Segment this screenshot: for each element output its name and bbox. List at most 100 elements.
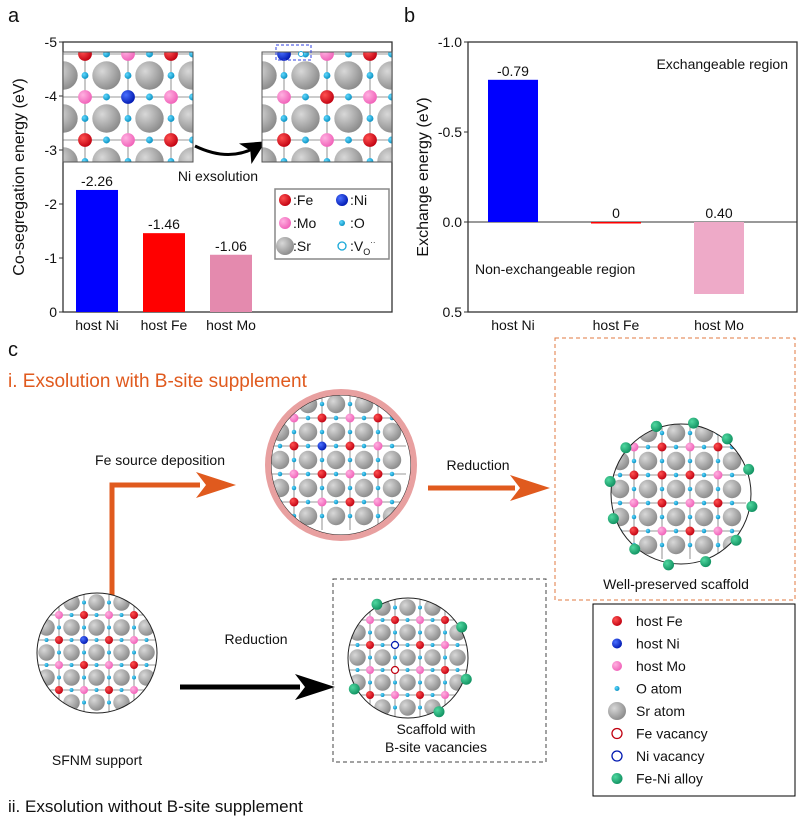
sr-atom xyxy=(349,574,366,591)
sr-atom xyxy=(38,669,55,686)
legend-mo-icon xyxy=(279,217,291,229)
undefined-ytick-label: -0.5 xyxy=(438,124,462,140)
sr-atom xyxy=(243,479,261,497)
o-atom xyxy=(319,429,325,435)
o-atom xyxy=(124,72,132,79)
o-atom xyxy=(673,500,679,506)
o-atom xyxy=(146,52,153,58)
sr-atom xyxy=(354,450,374,470)
o-atom xyxy=(232,137,239,144)
undefined-ytick-label: 0 xyxy=(49,304,57,320)
o-atom xyxy=(232,51,239,58)
legend-label: :Ni xyxy=(350,192,367,208)
vacancy-caption-line2: B-site vacancies xyxy=(385,739,487,755)
sr-atom xyxy=(449,599,466,616)
undefined-xtick-label: host Fe xyxy=(141,317,188,333)
o-atom xyxy=(715,514,721,520)
sr-atom xyxy=(722,479,742,499)
sr-atom xyxy=(138,694,155,711)
ni-exsolution-arrow xyxy=(194,141,266,165)
o-atom xyxy=(405,618,410,622)
o-atom xyxy=(319,401,325,407)
o-atom xyxy=(388,52,392,58)
sr-atom xyxy=(326,450,346,470)
sr-atom xyxy=(374,649,391,666)
legend-o-icon xyxy=(339,220,345,226)
sr-atom xyxy=(92,104,121,133)
sr-atom xyxy=(13,694,30,711)
o-atom xyxy=(631,458,637,464)
o-atom xyxy=(69,613,74,617)
chart-a-ylabel: Co-segregation energy (eV) xyxy=(11,78,28,275)
fe-atom xyxy=(363,133,377,147)
alloy-particle-icon xyxy=(611,773,623,784)
fe-atom xyxy=(629,526,639,536)
fe-atom xyxy=(130,661,138,669)
fe-ni-alloy-particle xyxy=(746,501,758,513)
fe-atom-icon xyxy=(612,616,622,626)
o-atom xyxy=(687,514,693,520)
o-atom xyxy=(410,72,417,79)
undefined-xtick-label: host Ni xyxy=(75,317,119,333)
mo-atom xyxy=(713,470,723,480)
o-atom xyxy=(604,515,608,519)
mo-atom xyxy=(105,661,113,669)
sr-atom xyxy=(382,450,402,470)
sr-atom xyxy=(38,594,55,611)
sr-atom xyxy=(298,478,318,498)
o-atom xyxy=(631,430,637,436)
o-atom xyxy=(333,415,339,421)
legend-label: :O xyxy=(350,215,365,231)
sr-atom xyxy=(355,367,373,385)
o-atom xyxy=(305,415,311,421)
o-atom xyxy=(343,706,347,710)
sr-atom xyxy=(399,699,416,716)
sr-atom xyxy=(424,674,441,691)
legend-label: host Ni xyxy=(636,636,680,652)
o-atom xyxy=(393,705,397,710)
o-atom xyxy=(355,643,360,647)
mo-atom xyxy=(363,90,377,104)
fe-atom xyxy=(289,497,299,507)
fe-coating-ring xyxy=(265,389,417,541)
legend-fe-icon xyxy=(279,194,291,206)
undefined-bar-host-mo xyxy=(210,254,252,312)
legend-item: Ni vacancy xyxy=(611,748,704,764)
sr-atom xyxy=(382,422,402,442)
sr-atom-icon xyxy=(608,702,626,720)
sr-atom xyxy=(334,147,363,162)
o-atom xyxy=(361,443,367,449)
mo-atom xyxy=(121,52,135,61)
o-atom xyxy=(368,680,372,685)
o-atom xyxy=(345,52,352,58)
o-atom xyxy=(380,668,385,672)
o-atom xyxy=(418,655,422,660)
mo-atom xyxy=(441,641,449,649)
mo-atom xyxy=(363,176,377,190)
o-atom xyxy=(631,514,637,520)
o-atom xyxy=(44,638,49,642)
mo-atom xyxy=(37,686,38,694)
o-atom xyxy=(701,528,707,534)
mo-atom xyxy=(373,441,383,451)
fe-ni-alloy-particle xyxy=(629,543,641,555)
vacancy-scaffold-box xyxy=(332,578,547,763)
sr-atom xyxy=(666,535,686,555)
sr-atom xyxy=(221,104,249,132)
vacancy-caption-line1: Scaffold with xyxy=(396,721,475,737)
exchangeable-region-label: Exchangeable region xyxy=(656,56,788,72)
fe-atom xyxy=(685,470,695,480)
fe-atom xyxy=(657,498,667,508)
sr-atom xyxy=(611,396,629,414)
slab-after xyxy=(261,51,417,190)
o-atom xyxy=(687,542,693,548)
legend-ni-icon xyxy=(336,194,348,206)
o-atom xyxy=(264,486,268,490)
fe-vacancy-icon xyxy=(611,727,623,740)
fe-atom xyxy=(391,616,399,624)
ni-atom xyxy=(37,636,38,644)
fe-atom xyxy=(164,52,178,61)
legend-box xyxy=(274,188,390,260)
o-atom xyxy=(390,388,394,392)
mo-atom xyxy=(121,133,135,147)
